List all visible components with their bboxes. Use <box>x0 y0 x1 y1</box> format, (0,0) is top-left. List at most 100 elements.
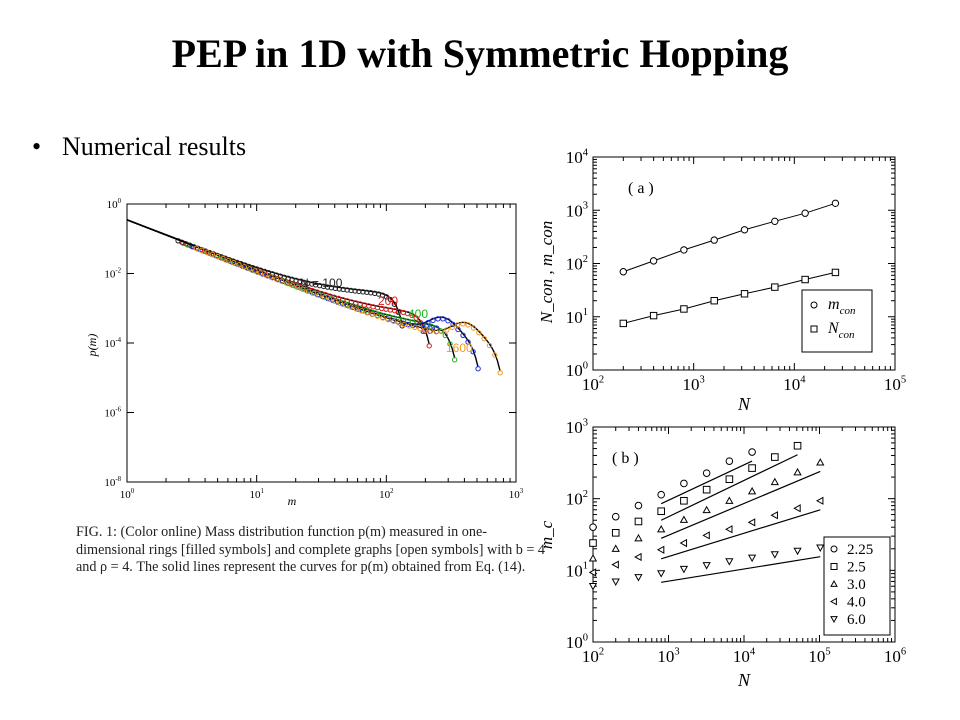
fig1-data-point <box>444 327 450 333</box>
fig1-data-point <box>321 294 327 301</box>
panel-b-data-point <box>702 485 711 494</box>
panel-b-data-point <box>656 545 665 554</box>
fig1-data-point <box>332 298 338 304</box>
panel-b-data-point <box>657 490 665 499</box>
fig1-data-point <box>401 321 407 328</box>
panel-b-data-point <box>588 568 597 577</box>
panel-a-chart: 100 101 102 103 104 102 103 104 105 N N_con , m_co… <box>537 147 906 414</box>
panel-b-data-point <box>679 538 688 548</box>
panel-b-data-point <box>702 505 711 514</box>
panel-b-data-point <box>611 560 619 569</box>
panel-b-data-point <box>589 523 597 531</box>
panel-b-legend-label: 6.0 <box>847 612 866 628</box>
panel-a-data-point <box>619 319 628 328</box>
panel-b-data-point <box>589 539 597 547</box>
fig1-data-point <box>396 320 402 326</box>
panel-a-xtick-label: 104 <box>783 374 806 394</box>
panel-b-legend-label: 2.5 <box>847 560 866 576</box>
panel-a-data-point <box>649 257 658 265</box>
fig1-data-point <box>497 370 503 376</box>
panel-b-fit-line <box>660 470 821 539</box>
panel-b-data-point <box>611 578 620 587</box>
panel-b-ylabel: m_c <box>537 520 556 549</box>
panel-b-ytick-label: 102 <box>566 489 588 509</box>
panel-b-ytick-label: 103 <box>566 417 588 437</box>
panel-b-data-point <box>793 467 802 476</box>
panel-a-legend-label: Ncon <box>827 320 855 341</box>
fig1-xtick-label: 100 <box>120 488 135 501</box>
fig1-xtick-label: 102 <box>379 488 394 501</box>
panel-b-series <box>588 544 825 591</box>
fig1-data-point <box>442 332 449 339</box>
panel-a-xtick-label: 105 <box>884 374 906 394</box>
fig1-data-point <box>369 311 375 318</box>
panel-b-data-point <box>702 562 711 570</box>
fig1-data-point <box>316 292 322 299</box>
panel-a-legend-label: mcon <box>828 296 856 317</box>
fig1-data-point <box>236 262 242 268</box>
panel-a-data-point <box>680 305 688 313</box>
fig1-ytick-label: 10-6 <box>104 407 121 420</box>
panel-b-data-point <box>748 448 756 456</box>
fig1-data-point <box>470 348 476 355</box>
fig1-data-point <box>305 288 311 295</box>
panel-b-data-point <box>679 515 689 523</box>
fig1-data-point <box>470 325 477 331</box>
panel-b-legend-label: 4.0 <box>847 595 866 611</box>
fig1-data-point <box>310 290 317 297</box>
fig1-data-point <box>422 327 429 333</box>
fig1-data-point <box>492 352 498 358</box>
panel-b-xtick-label: 102 <box>582 646 604 666</box>
fig1-data-point <box>460 332 466 338</box>
bullet-dot: • <box>32 132 42 161</box>
fig1-data-point <box>268 274 274 280</box>
fig1-data-point <box>404 310 411 317</box>
fig1-series-label: 200 <box>378 294 398 308</box>
panel-b-data-point <box>725 525 733 534</box>
fig1-data-point <box>426 343 432 349</box>
fig1-data-point <box>289 282 295 288</box>
panel-b-legend-marker <box>830 563 838 570</box>
panel-b-series <box>588 496 824 577</box>
panel-a-ytick-label: 103 <box>566 201 588 221</box>
panel-a-data-point <box>801 209 809 217</box>
fig1-data-point <box>447 341 453 347</box>
panel-a-xtick-label: 103 <box>683 374 705 394</box>
panel-b-data-point <box>679 565 689 574</box>
fig1-series: 200 <box>126 219 432 349</box>
panel-a-ytick-label: 102 <box>566 254 588 274</box>
fig1-data-point <box>353 306 359 312</box>
panel-a-xlabel: N <box>737 394 751 414</box>
panel-b-data-point <box>725 496 734 504</box>
panel-a-fit-line <box>623 271 836 324</box>
panel-b-xtick-label: 104 <box>733 646 756 666</box>
panel-b-data-point <box>793 547 802 556</box>
fig1-data-point <box>475 366 481 372</box>
fig1-data-point <box>412 324 418 331</box>
panel-a-xtick-label: 102 <box>582 374 604 394</box>
fig1-data-point <box>220 255 226 262</box>
panel-b-data-point <box>771 453 779 461</box>
panel-a-data-point <box>831 268 840 277</box>
fig1-data-point <box>294 284 301 290</box>
panel-b-legend-marker <box>829 597 837 606</box>
panel-b-fit-line <box>660 454 798 521</box>
fig1-xlabel: m <box>288 494 297 508</box>
fig1-data-point <box>214 253 221 260</box>
fig1-series-label: N = 100 <box>300 276 343 290</box>
fig1-data-point <box>420 322 426 328</box>
fig1-data-point <box>193 245 200 251</box>
panel-a-ytick-label: 100 <box>566 360 588 380</box>
fig1-ylabel: p(m) <box>85 334 99 358</box>
fig1-data-point <box>413 315 419 321</box>
panel-a-legend-marker <box>810 301 818 309</box>
panel-a-data-point <box>740 226 749 234</box>
fig1-data-point <box>454 322 461 328</box>
panel-b-xtick-label: 105 <box>808 646 830 666</box>
panel-b-data-point <box>793 441 802 450</box>
fig1-data-point <box>257 270 263 276</box>
panel-b-xtick-label: 106 <box>884 646 906 666</box>
fig1-data-point <box>246 266 253 272</box>
panel-b-legend-label: 3.0 <box>847 577 866 593</box>
fig1-data-point <box>390 318 397 324</box>
